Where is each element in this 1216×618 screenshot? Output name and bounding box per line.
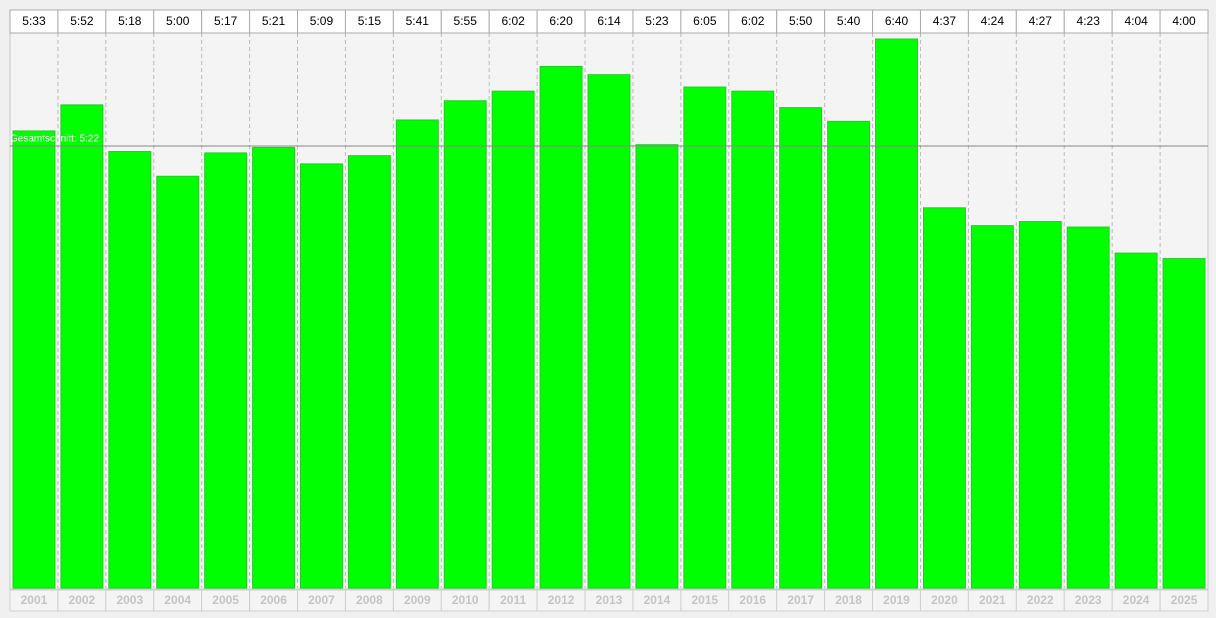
value-label: 6:40 — [885, 14, 909, 28]
bar — [443, 100, 487, 589]
bar — [875, 38, 918, 589]
bar — [491, 90, 535, 589]
year-label: 2018 — [835, 593, 862, 607]
year-label: 2011 — [500, 593, 526, 607]
bar — [635, 144, 679, 589]
year-label: 2017 — [787, 593, 814, 607]
value-label: 6:02 — [501, 14, 525, 28]
bar — [970, 225, 1014, 589]
bar — [1066, 226, 1110, 589]
bar — [587, 74, 631, 589]
value-label: 5:09 — [310, 14, 334, 28]
year-label: 2020 — [931, 593, 958, 607]
year-label: 2025 — [1171, 593, 1198, 607]
bar — [12, 130, 56, 589]
year-label: 2014 — [644, 593, 671, 607]
year-label: 2010 — [452, 593, 479, 607]
bar — [395, 119, 439, 589]
bar — [1114, 252, 1158, 589]
value-label: 5:18 — [118, 14, 142, 28]
value-label: 5:52 — [70, 14, 94, 28]
year-label: 2008 — [356, 593, 383, 607]
bar — [1018, 221, 1062, 589]
year-label: 2003 — [116, 593, 143, 607]
value-label: 6:20 — [549, 14, 573, 28]
year-label: 2013 — [596, 593, 623, 607]
bar — [827, 120, 871, 589]
year-label: 2024 — [1123, 593, 1150, 607]
value-label: 4:04 — [1124, 14, 1148, 28]
year-label: 2022 — [1027, 593, 1054, 607]
value-label: 4:27 — [1029, 14, 1053, 28]
value-label: 6:05 — [693, 14, 717, 28]
value-label: 5:00 — [166, 14, 190, 28]
year-label: 2009 — [404, 593, 431, 607]
year-label: 2021 — [979, 593, 1006, 607]
year-label: 2006 — [260, 593, 287, 607]
value-label: 6:14 — [597, 14, 621, 28]
year-label: 2002 — [69, 593, 96, 607]
year-cell — [1159, 589, 1209, 612]
value-label: 4:00 — [1172, 14, 1196, 28]
value-label: 5:50 — [789, 14, 813, 28]
bar — [108, 151, 152, 589]
year-label: 2004 — [164, 593, 191, 607]
value-cell — [1159, 9, 1209, 34]
value-label: 5:21 — [262, 14, 286, 28]
bar — [922, 207, 966, 589]
value-label: 5:17 — [214, 14, 238, 28]
value-label: 5:23 — [645, 14, 669, 28]
year-label: 2023 — [1075, 593, 1102, 607]
bar — [156, 175, 200, 589]
average-label: Gesamtschnitt: 5:22 — [10, 134, 99, 145]
year-label: 2007 — [308, 593, 335, 607]
value-label: 5:55 — [454, 14, 478, 28]
value-label: 5:15 — [358, 14, 382, 28]
value-label: 5:40 — [837, 14, 861, 28]
bar — [731, 90, 775, 589]
bar — [683, 86, 727, 589]
year-label: 2001 — [21, 593, 48, 607]
bar — [252, 146, 296, 589]
bar — [204, 152, 248, 589]
year-label: 2005 — [212, 593, 239, 607]
bar — [539, 65, 583, 589]
year-label: 2012 — [548, 593, 575, 607]
value-label: 6:02 — [741, 14, 765, 28]
value-label: 5:41 — [406, 14, 430, 28]
bar — [1162, 258, 1206, 589]
value-label: 4:23 — [1077, 14, 1101, 28]
value-label: 4:24 — [981, 14, 1005, 28]
bar — [300, 163, 343, 589]
value-label: 4:37 — [933, 14, 957, 28]
year-label: 2019 — [883, 593, 910, 607]
bar — [347, 155, 391, 589]
value-label: 5:33 — [22, 14, 46, 28]
year-label: 2016 — [739, 593, 766, 607]
bar — [60, 104, 104, 589]
bar — [779, 107, 823, 589]
year-label: 2015 — [691, 593, 718, 607]
